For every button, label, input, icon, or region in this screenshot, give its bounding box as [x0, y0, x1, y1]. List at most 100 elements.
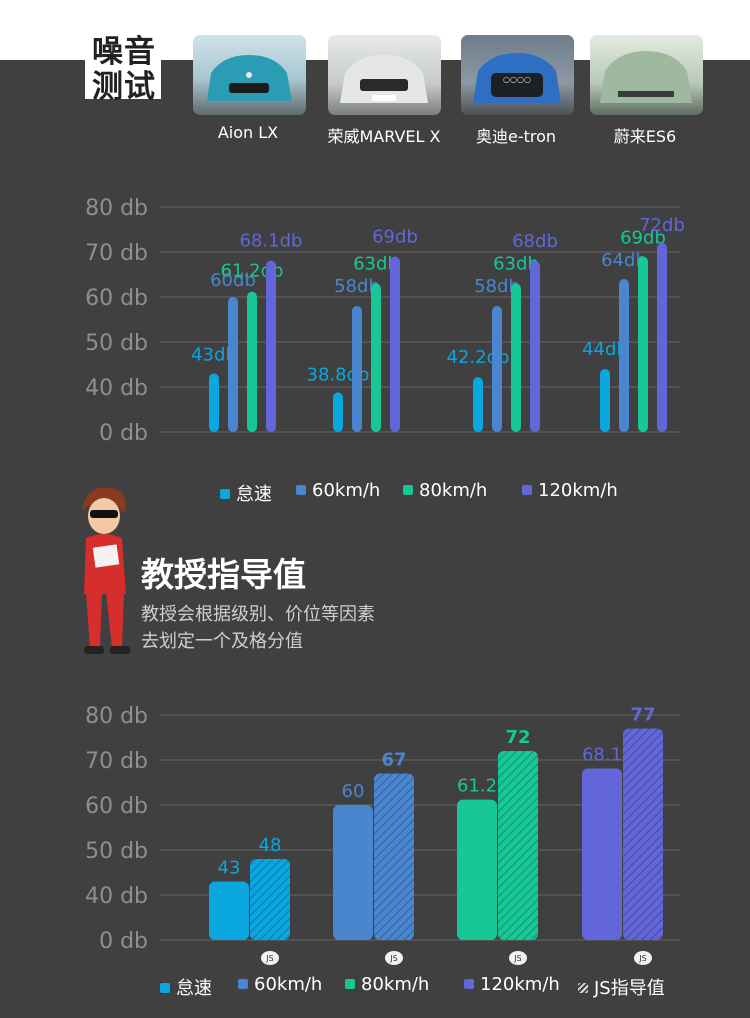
guide-title: 教授指导值	[141, 555, 306, 594]
bar	[638, 256, 648, 432]
bar	[530, 261, 540, 432]
data-label: 58db	[334, 276, 380, 297]
legend-item-80: 80km/h	[403, 480, 487, 501]
bar	[266, 260, 276, 432]
bar	[473, 377, 483, 432]
legend-swatch-js	[578, 983, 588, 993]
data-label: 63db	[493, 254, 539, 275]
legend-swatch-idle	[160, 983, 170, 993]
car-body	[600, 51, 692, 103]
car-label-aion: Aion LX	[217, 123, 279, 142]
y-tick-label: 80 db	[85, 196, 148, 221]
bar-guideline	[498, 751, 538, 940]
y-tick-label: 70 db	[85, 241, 148, 266]
svg-text:○○○○: ○○○○	[503, 75, 531, 84]
guide-description-line-2: 去划定一个及格分值	[141, 631, 303, 652]
y-tick-label: 0 db	[99, 421, 148, 446]
bar	[333, 392, 343, 432]
car-photo-marvel	[328, 35, 441, 115]
legend-item-120: 120km/h	[464, 974, 560, 995]
data-label: 69db	[620, 228, 666, 249]
data-label: 43	[218, 858, 241, 879]
bar-measured	[209, 881, 249, 940]
data-label: 58db	[474, 276, 520, 297]
data-label: 63db	[353, 254, 399, 275]
legend-swatch-80	[403, 485, 413, 495]
bar	[657, 243, 667, 432]
legend-swatch-80	[345, 979, 355, 989]
title-line-2: 测试	[92, 69, 156, 105]
bar-measured	[457, 799, 497, 940]
legend-swatch-60	[296, 485, 306, 495]
car-photo-aion	[193, 35, 306, 115]
data-label: 61.2	[457, 776, 497, 797]
data-label: 72db	[639, 215, 685, 236]
y-tick-label: 40 db	[85, 884, 148, 909]
js-badge-icon	[261, 951, 279, 965]
js-badge-label: JS	[638, 954, 646, 963]
bar	[492, 306, 502, 432]
bar-measured	[333, 805, 373, 940]
js-badge-label: JS	[513, 954, 521, 963]
legend-swatch-120	[464, 979, 474, 989]
legend-item-js: JS指导值	[578, 974, 665, 1000]
js-badge-label: JS	[389, 954, 397, 963]
legend-guideline: 怠速 60km/h 80km/h 120km/h JS指导值	[0, 974, 750, 1004]
y-tick-label: 60 db	[85, 286, 148, 311]
js-badge-icon	[634, 951, 652, 965]
bar	[390, 256, 400, 432]
data-label: 44db	[582, 339, 628, 360]
noise-vs-guideline-chart: 0 db 40 db 50 db 60 db 70 db 80 db 43 48 JS 60 67 J…	[85, 704, 680, 965]
legend-item-idle: 怠速	[160, 974, 212, 1000]
bar-guideline	[623, 728, 663, 940]
y-tick-label: 50 db	[85, 839, 148, 864]
legend-speed: 怠速 60km/h 80km/h 120km/h	[0, 480, 750, 510]
data-label: 68.1	[582, 745, 622, 766]
js-badge-icon	[385, 951, 403, 965]
data-label: 68.1db	[240, 231, 303, 252]
legend-item-idle: 怠速	[220, 480, 272, 506]
bar	[371, 283, 381, 432]
guide-description-line-1: 教授会根据级别、价位等因素	[141, 604, 375, 625]
bar-measured	[582, 768, 622, 940]
data-label: 77	[630, 705, 655, 726]
data-label: 69db	[372, 227, 418, 248]
bar-guideline	[374, 773, 414, 940]
bar	[247, 291, 257, 432]
legend-item-60: 60km/h	[296, 480, 380, 501]
y-tick-label: 0 db	[99, 929, 148, 954]
data-label: 60	[342, 781, 365, 802]
car-photo-etron: ○○○○	[461, 35, 574, 115]
bar	[511, 283, 521, 432]
bar-guideline	[250, 859, 290, 940]
professor-mascot-icon	[82, 487, 130, 654]
legend-item-120: 120km/h	[522, 480, 618, 501]
y-tick-label: 50 db	[85, 331, 148, 356]
car-body	[207, 55, 292, 101]
legend-swatch-120	[522, 485, 532, 495]
car-label-etron: 奥迪e-tron	[475, 127, 557, 146]
y-tick-label: 40 db	[85, 376, 148, 401]
legend-item-60: 60km/h	[238, 974, 322, 995]
bar	[352, 306, 362, 432]
legend-swatch-idle	[220, 489, 230, 499]
data-label: 68db	[512, 231, 558, 252]
y-tick-label: 80 db	[85, 704, 148, 729]
js-badge-icon	[509, 951, 527, 965]
page-title: 噪音 测试	[85, 23, 161, 105]
bar	[600, 369, 610, 432]
y-tick-label: 60 db	[85, 794, 148, 819]
data-label: 67	[381, 750, 406, 771]
car-photo-es6	[590, 35, 703, 115]
title-line-1: 噪音	[92, 34, 156, 70]
js-badge-label: JS	[265, 954, 273, 963]
bar	[619, 279, 629, 432]
bar	[228, 297, 238, 432]
data-label: 60db	[210, 270, 256, 291]
data-label: 43db	[191, 345, 237, 366]
legend-swatch-60	[238, 979, 248, 989]
y-tick-label: 70 db	[85, 749, 148, 774]
bar	[209, 373, 219, 432]
car-label-es6: 蔚来ES6	[613, 127, 677, 146]
